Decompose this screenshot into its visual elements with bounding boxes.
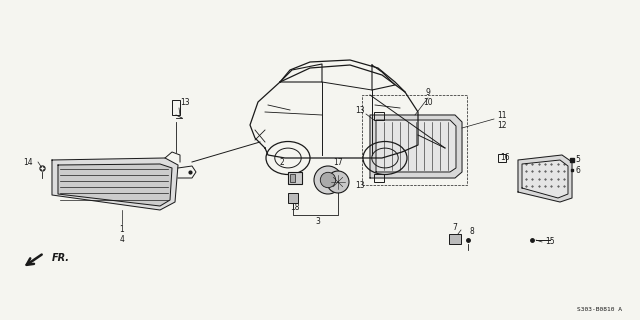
Bar — [172, 100, 180, 115]
Text: 13: 13 — [180, 98, 190, 107]
Text: 16: 16 — [500, 154, 510, 163]
Bar — [498, 154, 506, 162]
Text: 10: 10 — [423, 98, 433, 107]
Text: 11: 11 — [497, 110, 507, 119]
Text: 13: 13 — [355, 180, 365, 189]
Bar — [374, 174, 384, 182]
Bar — [362, 95, 467, 185]
Polygon shape — [376, 120, 456, 172]
Text: 7: 7 — [452, 223, 458, 233]
Bar — [290, 174, 295, 182]
Text: 9: 9 — [426, 87, 431, 97]
Polygon shape — [58, 164, 172, 206]
Text: 8: 8 — [470, 228, 474, 236]
Circle shape — [327, 171, 349, 193]
Text: 18: 18 — [291, 204, 300, 212]
Circle shape — [320, 172, 336, 188]
Text: 12: 12 — [497, 121, 507, 130]
Text: 2: 2 — [280, 157, 284, 166]
Text: 17: 17 — [333, 157, 343, 166]
Polygon shape — [522, 160, 568, 198]
Polygon shape — [518, 155, 572, 202]
Text: 5: 5 — [575, 156, 580, 164]
Bar — [288, 193, 298, 203]
Text: 15: 15 — [545, 237, 555, 246]
Bar — [288, 172, 302, 184]
Text: 14: 14 — [23, 157, 33, 166]
Polygon shape — [52, 158, 178, 210]
Bar — [374, 112, 384, 120]
Text: 3: 3 — [316, 218, 321, 227]
Text: FR.: FR. — [52, 253, 70, 263]
Text: 4: 4 — [120, 236, 124, 244]
Polygon shape — [370, 115, 462, 178]
Text: 1: 1 — [120, 226, 124, 235]
Circle shape — [314, 166, 342, 194]
Text: S303-B0810 A: S303-B0810 A — [577, 307, 622, 312]
Bar — [449, 234, 461, 244]
Text: 13: 13 — [355, 106, 365, 115]
Text: 6: 6 — [575, 165, 580, 174]
